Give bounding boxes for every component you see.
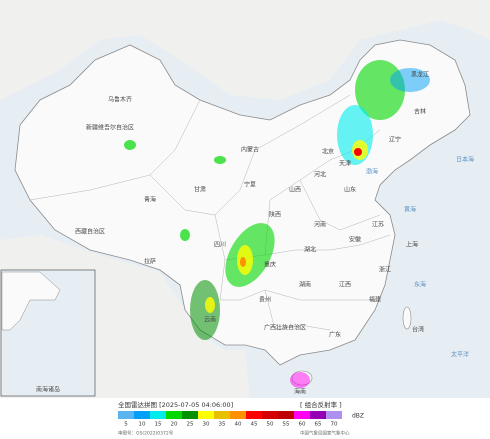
legend-color bbox=[150, 411, 166, 419]
map-label: 青海 bbox=[144, 196, 156, 204]
map-label: 西藏自治区 bbox=[75, 228, 105, 236]
legend-color bbox=[214, 411, 230, 419]
map-label: 山东 bbox=[344, 186, 356, 194]
legend-color bbox=[326, 411, 342, 419]
source: 中国气象局国家气象中心 bbox=[300, 430, 350, 437]
taiwan bbox=[402, 306, 412, 330]
map-label: 河南 bbox=[314, 221, 326, 229]
map-label: 贵州 bbox=[259, 296, 271, 304]
legend-level: 30 bbox=[203, 422, 210, 428]
map-label: 云南 bbox=[204, 316, 216, 324]
inset-land bbox=[1, 271, 61, 331]
legend-level: 40 bbox=[235, 422, 242, 428]
map-label: 福建 bbox=[369, 296, 381, 304]
legend-level: 55 bbox=[283, 422, 290, 428]
map-label: 江苏 bbox=[372, 221, 384, 229]
approval-number: 审图号：GS(2022)0372号 bbox=[118, 430, 174, 437]
legend-color bbox=[182, 411, 198, 419]
legend-level: 65 bbox=[315, 422, 322, 428]
map-label: 黄海 bbox=[404, 206, 416, 214]
legend-level: 50 bbox=[267, 422, 274, 428]
legend-color bbox=[166, 411, 182, 419]
map-label: 辽宁 bbox=[389, 136, 401, 144]
map-label: 太平洋 bbox=[451, 351, 469, 359]
map-label: 重庆 bbox=[264, 261, 276, 269]
legend-level: 25 bbox=[187, 422, 194, 428]
map-label: 上海 bbox=[406, 241, 418, 249]
legend-title: 全国雷达拼图 [2025-07-05 04:06:00] bbox=[118, 400, 233, 409]
legend-level: 15 bbox=[155, 422, 162, 428]
legend-unit: dBZ bbox=[352, 413, 364, 420]
legend-level: 35 bbox=[219, 422, 226, 428]
map-label: 宁夏 bbox=[244, 181, 256, 189]
legend-color bbox=[230, 411, 246, 419]
legend-color bbox=[118, 411, 134, 419]
legend-color bbox=[262, 411, 278, 419]
legend-product: [ 组合反射率 ] bbox=[300, 400, 342, 409]
map-label: 台湾 bbox=[412, 326, 424, 334]
legend-level: 20 bbox=[171, 422, 178, 428]
map-label: 河北 bbox=[314, 171, 326, 179]
map-label: 吉林 bbox=[414, 108, 426, 116]
legend-color bbox=[134, 411, 150, 419]
legend-color bbox=[310, 411, 326, 419]
map-label: 甘肃 bbox=[194, 186, 206, 194]
map-label: 新疆维吾尔自治区 bbox=[86, 124, 134, 132]
map-label: 乌鲁木齐 bbox=[108, 96, 132, 104]
map-label: 北京 bbox=[322, 148, 334, 156]
legend-color bbox=[278, 411, 294, 419]
map-label: 南海诸岛 bbox=[36, 386, 60, 394]
map-label: 安徽 bbox=[349, 236, 361, 244]
radar-echoes bbox=[124, 60, 430, 388]
map-label: 山西 bbox=[289, 186, 301, 194]
legend-level: 5 bbox=[124, 422, 128, 428]
map-label: 湖北 bbox=[304, 246, 316, 254]
map-label: 浙江 bbox=[379, 266, 391, 274]
legend-color bbox=[198, 411, 214, 419]
legend-level: 10 bbox=[139, 422, 146, 428]
map-label: 海南 bbox=[294, 388, 306, 396]
legend-level: 60 bbox=[299, 422, 306, 428]
neighbor-land bbox=[0, 0, 490, 100]
map-label: 陕西 bbox=[269, 211, 281, 219]
legend-color bbox=[246, 411, 262, 419]
map-label: 广西壮族自治区 bbox=[264, 324, 306, 332]
map-label: 渤海 bbox=[366, 168, 378, 176]
map-label: 四川 bbox=[214, 242, 226, 249]
map-label: 拉萨 bbox=[144, 258, 156, 266]
legend-level: 70 bbox=[331, 422, 338, 428]
map-label: 黑龙江 bbox=[411, 71, 429, 79]
map-label: 江西 bbox=[339, 282, 351, 289]
map-label: 天津 bbox=[339, 161, 351, 168]
map-label: 湖南 bbox=[299, 281, 311, 289]
map-label: 东海 bbox=[414, 281, 426, 289]
map-label: 内蒙古 bbox=[241, 146, 259, 154]
legend-level: 45 bbox=[251, 422, 258, 428]
map-label: 日本海 bbox=[456, 156, 474, 164]
legend-color bbox=[294, 411, 310, 419]
map-label: 广东 bbox=[329, 331, 341, 339]
